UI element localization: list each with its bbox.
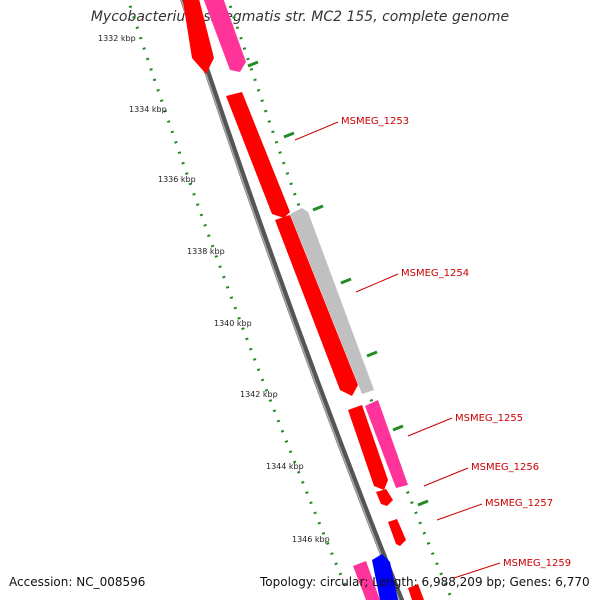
gene-label[interactable]: MSMEG_1257 (485, 498, 553, 509)
label-leader (436, 503, 483, 521)
tick-marks (247, 60, 429, 507)
gene-label[interactable]: MSMEG_1253 (341, 116, 409, 127)
scale-tick-label: 1340 kbp (214, 319, 252, 328)
gene-arrow-red (388, 519, 406, 546)
accession-text: Accession: NC_008596 (9, 575, 146, 589)
tick-mark (312, 204, 324, 212)
gene-arrow-red (408, 584, 424, 600)
reverse-strand-genes (182, 0, 424, 600)
scale-tick-label: 1336 kbp (158, 175, 196, 184)
label-leader (355, 273, 399, 293)
tick-mark (340, 277, 352, 285)
gene-arrow-red (226, 92, 290, 218)
gene-arrow-red (376, 489, 393, 506)
gene-arrow-red (182, 0, 214, 74)
forward-strand-genes (203, 0, 408, 488)
outer-dotted-ring (226, 0, 452, 596)
tick-mark (417, 499, 429, 507)
gene-arrow-grey (290, 208, 374, 394)
gene-arrow-blue (372, 554, 398, 600)
scale-tick-label: 1332 kbp (98, 34, 136, 43)
gene-arrow-pink (353, 561, 380, 600)
label-leader (407, 417, 453, 437)
gene-arrow-pink (203, 0, 246, 72)
gene-label[interactable]: MSMEG_1256 (471, 462, 539, 473)
scale-tick-label: 1338 kbp (187, 247, 225, 256)
scale-tick-labels: 1332 kbp 1334 kbp 1336 kbp 1338 kbp 1340… (98, 34, 330, 544)
gene-arrow-red (348, 405, 388, 490)
gene-label-leaders (294, 121, 501, 579)
gene-label[interactable]: MSMEG_1254 (401, 268, 469, 279)
tick-mark (392, 424, 404, 432)
label-leader (453, 562, 501, 579)
gene-labels: MSMEG_1253 MSMEG_1254 MSMEG_1255 MSMEG_1… (341, 116, 571, 569)
backbone (180, 0, 405, 600)
scale-tick-label: 1334 kbp (129, 105, 167, 114)
scale-tick-label: 1342 kbp (240, 390, 278, 399)
gene-arrow-red (275, 215, 358, 396)
tick-mark (283, 131, 295, 139)
scale-tick-label: 1344 kbp (266, 462, 304, 471)
tick-mark (247, 60, 259, 68)
tick-mark (366, 350, 378, 358)
label-leader (294, 121, 339, 141)
genome-summary-text: Topology: circular; Length: 6,988,209 bp… (260, 575, 590, 589)
label-leader (423, 467, 469, 487)
scale-tick-label: 1346 kbp (292, 535, 330, 544)
gene-label[interactable]: MSMEG_1259 (503, 558, 571, 569)
gene-label[interactable]: MSMEG_1255 (455, 413, 523, 424)
gene-arrow-pink (365, 400, 408, 488)
